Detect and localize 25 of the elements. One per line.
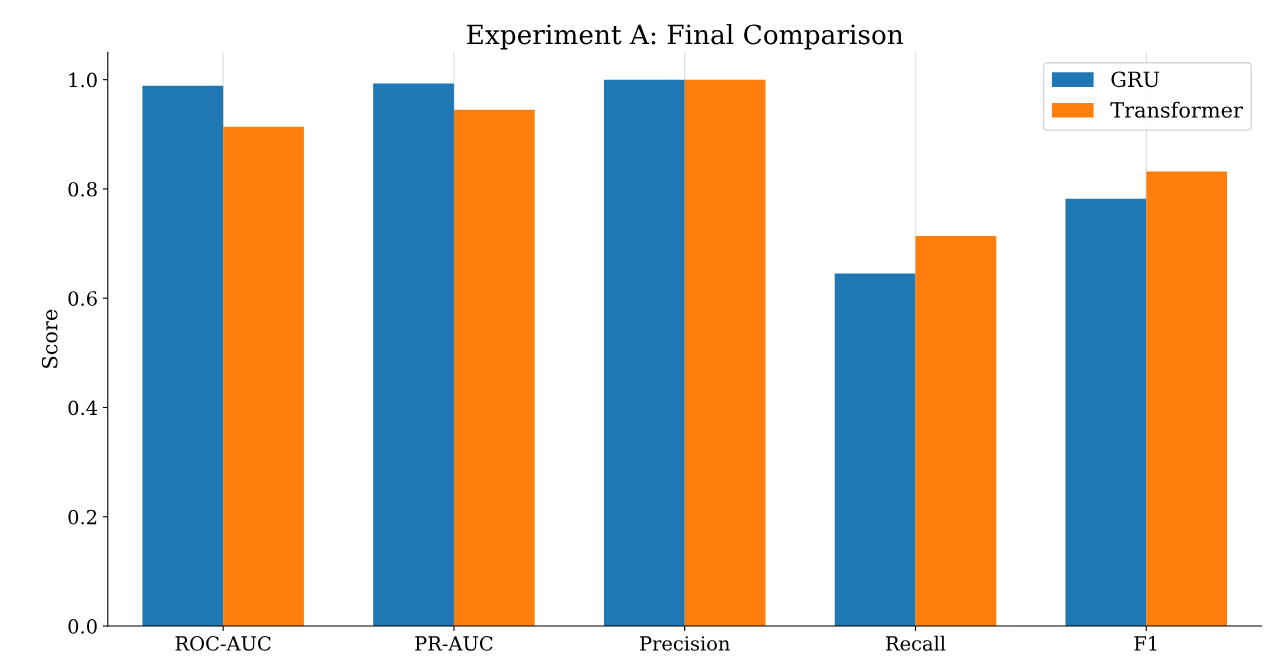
x-tick-label: PR-AUC bbox=[415, 636, 493, 651]
legend-label: GRU bbox=[1111, 71, 1160, 88]
x-tick-label: F1 bbox=[1134, 636, 1157, 651]
y-axis-title: Score bbox=[41, 309, 58, 368]
x-tick-label: Precision bbox=[640, 636, 730, 651]
bar bbox=[603, 79, 685, 627]
x-tick-label: Recall bbox=[886, 635, 946, 651]
bar bbox=[915, 235, 997, 627]
bar bbox=[223, 126, 304, 627]
legend-label: Transformer bbox=[1110, 101, 1243, 118]
bar bbox=[373, 83, 454, 627]
y-tick-label: 0.8 bbox=[68, 181, 97, 197]
y-tick-label: 0.6 bbox=[68, 291, 97, 306]
bar bbox=[1146, 171, 1228, 627]
bar bbox=[142, 85, 224, 627]
chart-title: Experiment A: Final Comparison bbox=[467, 23, 904, 50]
x-tick-label: ROC-AUC bbox=[175, 636, 271, 651]
y-tick-label: 1.0 bbox=[69, 72, 97, 88]
bar bbox=[834, 273, 916, 627]
bar bbox=[453, 109, 535, 627]
bar bbox=[684, 79, 766, 627]
y-tick-label: 0.2 bbox=[68, 509, 97, 525]
y-tick-label: 0.0 bbox=[68, 619, 97, 634]
y-tick-label: 0.4 bbox=[68, 400, 98, 416]
bar bbox=[1065, 198, 1147, 627]
